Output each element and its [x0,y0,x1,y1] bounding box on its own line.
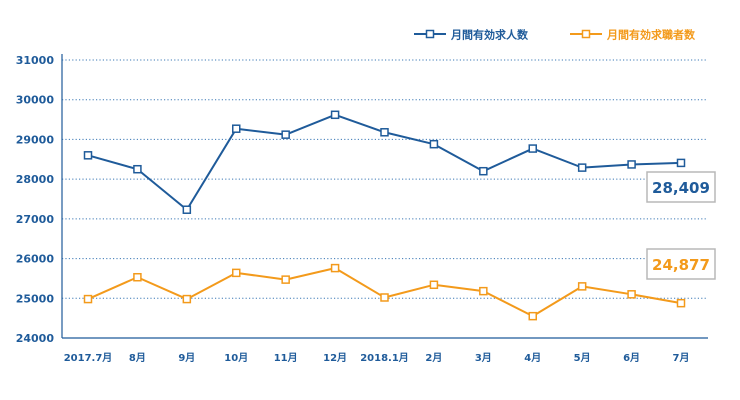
value-callouts: 28,409 24,877 [646,171,716,280]
y-tick-labels: 24000 25000 26000 27000 28000 29000 30000 31000 [16,54,55,345]
x-tick-label: 5月 [574,352,591,364]
x-tick-label: 10月 [224,352,248,364]
axes [61,54,708,339]
series-lines [83,110,686,321]
callout-value-series-2: 24,877 [652,256,710,274]
x-tick-label: 2017.7月 [64,352,113,364]
callout-box-series-1 [646,171,716,203]
data-point [330,110,340,120]
x-tick-label: 6月 [623,352,640,364]
grid-lines [62,59,708,299]
data-point [676,158,686,168]
x-tick-label: 11月 [274,352,298,364]
x-tick-label: 7月 [673,352,690,364]
x-tick-labels: 2017.7月 8月 9月 10月 11月 12月 2018.1月 2月 3月 4月 5月 6月 7月 [64,352,690,364]
data-point [182,205,192,214]
data-point [429,139,439,149]
legend-marker-series-2 [581,29,591,39]
y-tick-label: 25000 [16,292,55,305]
data-point [232,124,241,133]
data-point [380,128,389,137]
x-tick-label: 2018.1月 [360,352,409,364]
y-tick-label: 27000 [16,213,55,226]
x-tick-label: 9月 [178,352,195,364]
series-1 [83,110,686,214]
x-tick-label: 12月 [323,352,347,364]
data-point [528,144,537,153]
y-tick-label: 29000 [16,133,55,146]
data-point [479,286,488,296]
y-tick-label: 31000 [16,54,55,67]
y-tick-label: 24000 [16,332,55,345]
callout-box-series-2 [646,248,716,280]
data-point [232,268,241,278]
x-tick-label: 2月 [425,352,442,364]
data-point [133,164,142,174]
data-point [479,166,488,176]
x-tick-label: 3月 [475,352,492,364]
legend-item-series-1: 月間有効求人数 [414,28,529,42]
data-point [528,311,537,321]
data-point [83,151,93,160]
y-tick-label: 26000 [16,253,55,266]
legend-marker-series-1 [425,29,435,39]
data-point [281,130,290,139]
data-point [577,282,587,291]
series-2 [83,263,686,321]
legend-item-series-2: 月間有効求職者数 [570,28,696,42]
data-point [429,280,439,290]
legend-label-series-2: 月間有効求職者数 [606,28,696,42]
data-point [281,275,290,284]
data-point [627,160,636,169]
y-tick-label: 28000 [16,173,55,186]
legend: 月間有効求人数 月間有効求職者数 [414,28,696,42]
data-point [380,293,389,302]
x-tick-label: 8月 [129,352,146,364]
callout-value-series-1: 28,409 [652,179,710,197]
x-tick-label: 4月 [524,352,541,364]
data-point [83,294,93,304]
data-point [676,298,686,308]
callout-series-2-last-value: 24,877 [646,248,716,280]
data-point [627,290,636,299]
callout-series-1-last-value: 28,409 [646,171,716,203]
data-point [577,163,587,172]
data-point [182,294,192,304]
data-point [133,272,142,282]
legend-label-series-1: 月間有効求人数 [450,28,529,42]
y-tick-label: 30000 [16,94,55,107]
data-point [330,263,340,273]
series-line-2 [87,267,682,318]
